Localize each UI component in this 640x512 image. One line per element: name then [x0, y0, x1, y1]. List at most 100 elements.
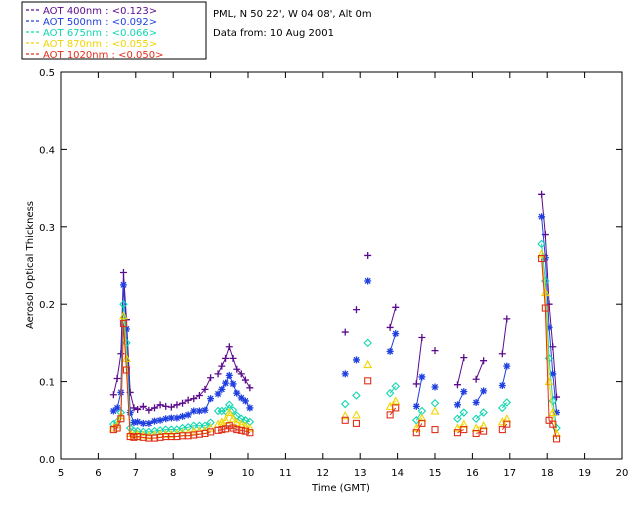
series-line — [541, 243, 558, 429]
data-point — [162, 402, 170, 410]
series-line — [501, 402, 508, 409]
data-point — [229, 424, 237, 432]
data-point — [386, 323, 394, 331]
data-point — [352, 306, 360, 314]
data-point — [179, 399, 187, 407]
data-point — [206, 418, 215, 427]
series-line — [501, 318, 508, 354]
series-line — [415, 376, 423, 407]
data-point — [472, 429, 480, 438]
data-point — [364, 377, 372, 385]
x-axis-label: Time (GMT) — [311, 483, 370, 494]
series-1020nm — [109, 254, 561, 443]
data-point — [229, 380, 237, 388]
data-point — [190, 407, 198, 415]
data-point — [412, 380, 420, 388]
data-point — [117, 350, 125, 358]
data-point — [224, 407, 234, 417]
data-point — [412, 429, 420, 437]
data-point — [217, 406, 227, 416]
data-point — [190, 395, 198, 403]
data-point — [391, 381, 401, 391]
series — [108, 190, 561, 443]
data-point — [352, 391, 361, 400]
data-point — [179, 412, 187, 420]
plot-area — [60, 71, 623, 460]
series-line — [541, 258, 558, 439]
data-point — [480, 427, 488, 435]
data-point — [502, 414, 512, 423]
x-tick-label: 18 — [541, 468, 554, 479]
legend: AOT 400nm : <0.123>AOT 500nm : <0.092>AO… — [21, 1, 207, 61]
data-point — [459, 408, 469, 417]
data-point — [119, 311, 128, 320]
data-point — [167, 414, 175, 422]
data-point — [503, 315, 511, 323]
series-line — [475, 430, 484, 434]
data-point — [139, 419, 147, 427]
series-500nm — [109, 213, 561, 427]
data-point — [195, 392, 203, 400]
data-point — [341, 370, 349, 378]
series-line — [456, 391, 465, 406]
x-tick-label: 12 — [316, 468, 329, 479]
data-point — [392, 404, 400, 412]
data-point — [237, 426, 245, 434]
data-point — [214, 370, 222, 378]
data-point — [162, 415, 170, 423]
x-tick-label: 9 — [207, 468, 213, 479]
x-tick-label: 20 — [616, 468, 629, 479]
data-point — [537, 239, 546, 249]
data-point — [119, 319, 128, 328]
data-point — [167, 403, 175, 411]
x-tick-label: 10 — [242, 468, 255, 479]
data-point — [122, 366, 130, 374]
data-point — [538, 213, 546, 221]
data-point — [479, 421, 489, 430]
data-point — [156, 416, 164, 424]
data-point — [134, 418, 142, 426]
series-line — [389, 307, 397, 328]
data-point — [545, 416, 553, 424]
data-point — [553, 409, 561, 417]
series-line — [415, 337, 423, 384]
data-point — [119, 299, 128, 309]
data-point — [145, 406, 153, 414]
data-point — [431, 347, 439, 355]
data-point — [498, 381, 506, 389]
data-point — [233, 389, 241, 397]
data-point — [412, 402, 420, 410]
data-point — [471, 414, 481, 424]
data-point — [471, 423, 481, 432]
data-point — [218, 426, 226, 434]
data-point — [228, 405, 238, 415]
data-point — [480, 387, 488, 395]
data-point — [241, 397, 249, 405]
data-point — [498, 426, 506, 434]
data-point — [341, 328, 349, 336]
data-point — [184, 411, 192, 419]
data-point — [184, 396, 192, 404]
data-point — [453, 401, 461, 409]
data-point — [228, 414, 238, 423]
data-point — [363, 359, 373, 369]
data-point — [232, 417, 242, 427]
data-point — [218, 362, 226, 370]
series-line — [415, 410, 423, 421]
data-point — [151, 417, 158, 425]
y-tick-label: 0.0 — [39, 455, 55, 466]
data-point — [109, 391, 117, 399]
info-panel: PML, N 50 22', W 04 08', Alt 0m Data fro… — [213, 9, 372, 39]
data-point — [472, 375, 480, 383]
data-point — [233, 426, 241, 434]
data-point — [201, 385, 209, 393]
data-point — [392, 330, 400, 338]
data-point — [417, 413, 427, 422]
data-point — [189, 426, 199, 435]
data-point — [246, 429, 254, 437]
data-point — [201, 406, 209, 414]
x-tick-label: 16 — [466, 468, 479, 479]
data-point — [117, 415, 125, 423]
series-line — [541, 253, 558, 434]
data-point — [460, 388, 468, 396]
